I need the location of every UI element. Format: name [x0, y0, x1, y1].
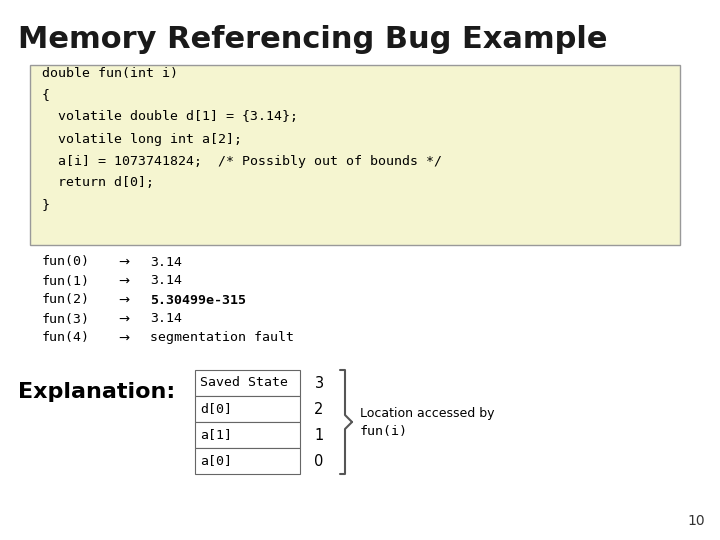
Text: 3.14: 3.14 [150, 313, 182, 326]
Text: 0: 0 [315, 454, 324, 469]
Text: Location accessed by: Location accessed by [360, 407, 495, 420]
Text: →: → [118, 255, 129, 268]
Text: fun(2): fun(2) [42, 294, 90, 307]
Text: Saved State: Saved State [200, 376, 288, 389]
FancyBboxPatch shape [30, 65, 680, 245]
Text: →: → [118, 332, 129, 345]
Text: return d[0];: return d[0]; [42, 177, 154, 190]
Text: fun(0): fun(0) [42, 255, 90, 268]
Text: a[i] = 1073741824;  /* Possibly out of bounds */: a[i] = 1073741824; /* Possibly out of bo… [42, 154, 442, 167]
Bar [195, 396, 300, 422]
Text: 5.30499e-315: 5.30499e-315 [150, 294, 246, 307]
Text: fun(1): fun(1) [42, 274, 90, 287]
Text: 3.14: 3.14 [150, 274, 182, 287]
Text: 10: 10 [688, 514, 705, 528]
Text: {: { [42, 89, 50, 102]
Text: fun(i): fun(i) [360, 424, 408, 437]
Text: →: → [118, 274, 129, 287]
Text: volatile long int a[2];: volatile long int a[2]; [42, 132, 242, 145]
Text: segmentation fault: segmentation fault [150, 332, 294, 345]
Text: Explanation:: Explanation: [18, 382, 175, 402]
Bar [195, 448, 300, 474]
Text: Memory Referencing Bug Example: Memory Referencing Bug Example [18, 25, 608, 55]
Text: fun(4): fun(4) [42, 332, 90, 345]
Text: Carnegie Mellon: Carnegie Mellon [623, 8, 713, 17]
Text: 1: 1 [315, 428, 323, 442]
Text: a[0]: a[0] [200, 455, 232, 468]
Bar [195, 422, 300, 448]
Text: 2: 2 [315, 402, 324, 416]
Text: }: } [42, 199, 50, 212]
Text: a[1]: a[1] [200, 429, 232, 442]
Text: fun(3): fun(3) [42, 313, 90, 326]
Text: →: → [118, 294, 129, 307]
Text: volatile double d[1] = {3.14};: volatile double d[1] = {3.14}; [42, 111, 298, 124]
Bar [195, 370, 300, 396]
Text: →: → [118, 313, 129, 326]
Text: 3: 3 [315, 375, 323, 390]
Text: d[0]: d[0] [200, 402, 232, 415]
Text: 3.14: 3.14 [150, 255, 182, 268]
Text: double fun(int i): double fun(int i) [42, 66, 178, 79]
